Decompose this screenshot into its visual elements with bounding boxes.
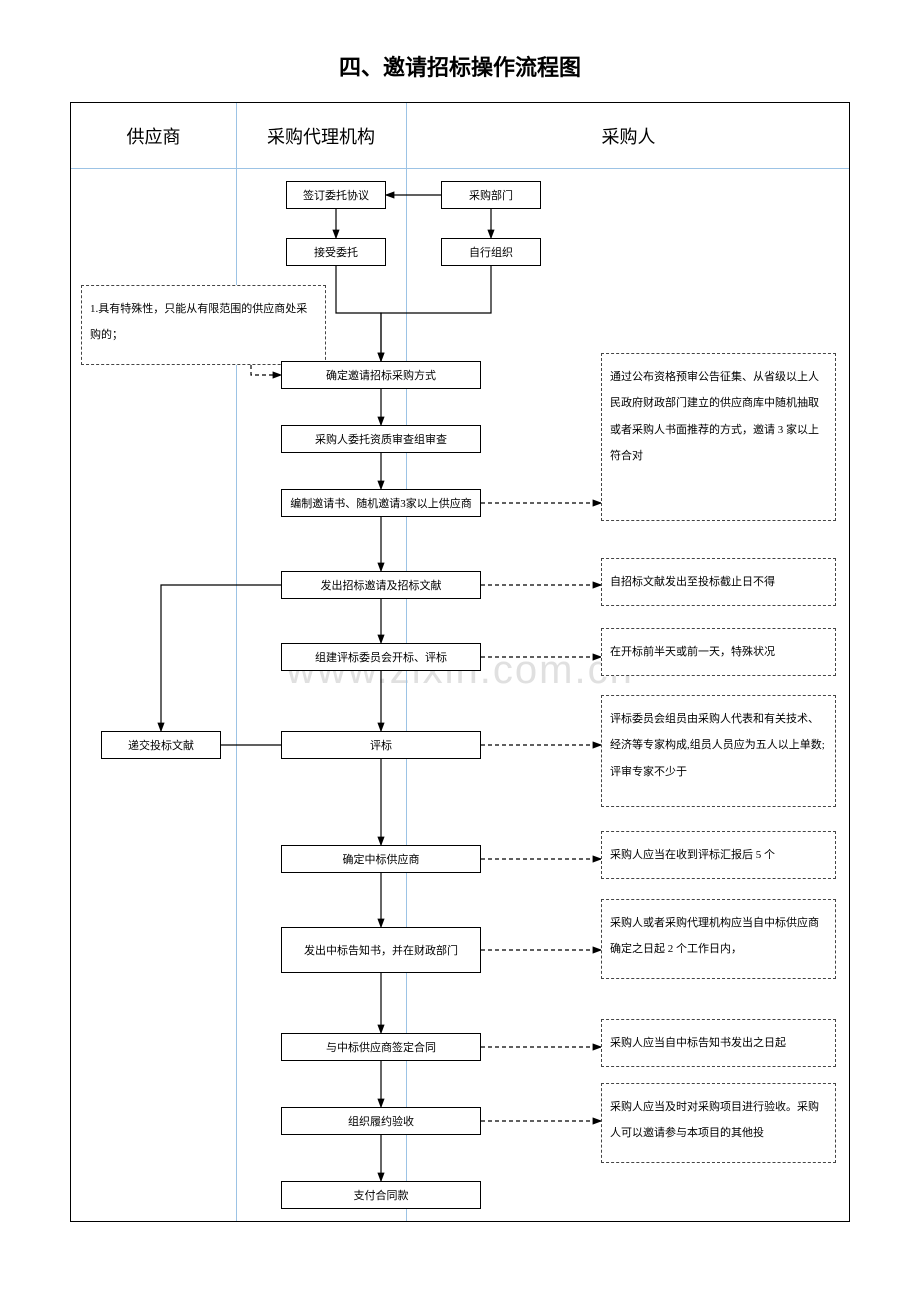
flownode-n2: 采购部门: [441, 181, 541, 209]
flownode-n4: 自行组织: [441, 238, 541, 266]
note-note1: 1.具有特殊性，只能从有限范围的供应商处采购的；: [81, 285, 326, 365]
note-note8: 采购人应当自中标告知书发出之日起: [601, 1019, 836, 1067]
lane-header-supplier: 供应商: [71, 103, 236, 168]
flownode-n1: 签订委托协议: [286, 181, 386, 209]
note-note5: 评标委员会组员由采购人代表和有关技术、经济等专家构成,组员人员应为五人以上单数;…: [601, 695, 836, 807]
flownode-n5: 确定邀请招标采购方式: [281, 361, 481, 389]
lane-header-buyer: 采购人: [406, 103, 851, 168]
flownode-n14: 与中标供应商签定合同: [281, 1033, 481, 1061]
lane-divider-1: [236, 103, 237, 1221]
flowchart-canvas: www.zixin.com.cn 供应商 采购代理机构 采购人 签订委托协议采购…: [70, 102, 850, 1222]
note-note3: 自招标文献发出至投标截止日不得: [601, 558, 836, 606]
flownode-n16: 支付合同款: [281, 1181, 481, 1209]
note-note7: 采购人或者采购代理机构应当自中标供应商确定之日起 2 个工作日内，: [601, 899, 836, 979]
flownode-n10: 评标: [281, 731, 481, 759]
note-note9: 采购人应当及时对采购项目进行验收。采购人可以邀请参与本项目的其他投: [601, 1083, 836, 1163]
note-note2: 通过公布资格预审公告征集、从省级以上人民政府财政部门建立的供应商库中随机抽取或者…: [601, 353, 836, 521]
flownode-n15: 组织履约验收: [281, 1107, 481, 1135]
flownode-n7: 编制邀请书、随机邀请3家以上供应商: [281, 489, 481, 517]
edge-n4-n5: [381, 266, 491, 361]
flownode-n11: 递交投标文献: [101, 731, 221, 759]
edge-n3-n5: [336, 266, 381, 361]
header-divider: [71, 168, 849, 169]
flownode-n9: 组建评标委员会开标、评标: [281, 643, 481, 671]
page-title: 四、邀请招标操作流程图: [0, 0, 920, 102]
flownode-n6: 采购人委托资质审查组审查: [281, 425, 481, 453]
flownode-n3: 接受委托: [286, 238, 386, 266]
lane-header-agency: 采购代理机构: [236, 103, 406, 168]
edge-note1-n5: [251, 365, 281, 375]
flownode-n8: 发出招标邀请及招标文献: [281, 571, 481, 599]
flownode-n12: 确定中标供应商: [281, 845, 481, 873]
flownode-n13: 发出中标告知书，并在财政部门: [281, 927, 481, 973]
note-note4: 在开标前半天或前一天，特殊状况: [601, 628, 836, 676]
edge-n8-n11: [161, 585, 281, 731]
note-note6: 采购人应当在收到评标汇报后 5 个: [601, 831, 836, 879]
